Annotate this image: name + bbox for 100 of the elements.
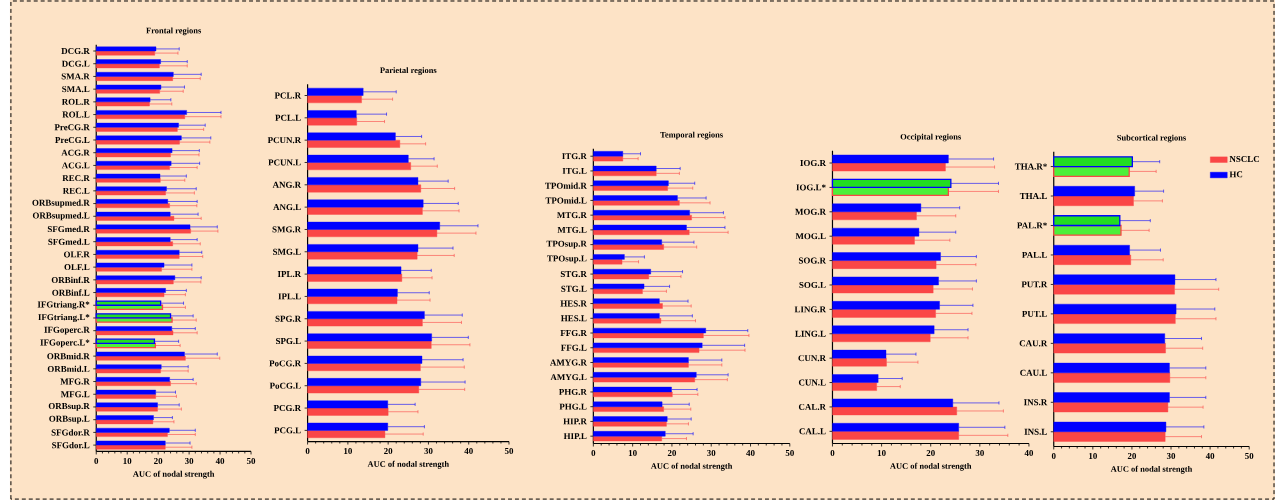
x-axis-title: AUC of nodal strength <box>367 460 449 469</box>
x-tick-label: 10 <box>123 457 132 464</box>
y-tick-label: SOG.L <box>799 281 826 288</box>
x-tick-label: 40 <box>746 449 755 457</box>
y-tick-label: AMYG.R <box>550 359 587 366</box>
x-tick-label: 10 <box>1089 452 1097 459</box>
y-tick-label: SPG.R <box>275 315 302 322</box>
y-tick-label: HES.L <box>560 315 587 322</box>
x-axis-title: AUC of nodal strength <box>889 462 972 471</box>
y-tick-label: SFGmed.L <box>48 238 90 245</box>
x-tick-label: 20 <box>1127 452 1137 459</box>
y-tick-label: SMA.L <box>62 86 90 93</box>
y-tick-label: REC.R <box>62 175 90 182</box>
y-tick-label: ROL.L <box>62 111 90 118</box>
y-tick-label: PoCG.R <box>269 360 302 367</box>
y-tick-label: OLF.R <box>63 251 90 258</box>
y-tick-label: ORBsup.L <box>49 415 90 424</box>
y-tick-label: PoCG.L <box>269 382 301 389</box>
x-tick-label: 40 <box>1205 452 1215 459</box>
x-tick-label: 0 <box>830 449 835 457</box>
y-tick-label: PCUN.L <box>268 159 301 166</box>
y-tick-label: ORBsupmed.R <box>32 199 90 208</box>
y-tick-label: MOG.L <box>795 233 826 240</box>
y-tick-label: IOG.L* <box>796 184 826 191</box>
y-tick-label: TPOsup.L <box>547 255 587 264</box>
y-tick-label: PCG.L <box>274 427 301 434</box>
y-tick-label: CAL.R <box>798 403 827 410</box>
y-tick-label: ORBmid.L <box>47 365 90 372</box>
y-tick-label: PreCG.R <box>54 124 90 131</box>
y-tick-label: PCUN.R <box>267 137 302 144</box>
x-tick-label: 40 <box>464 447 473 455</box>
y-tick-label: HIP.R <box>563 418 587 425</box>
y-tick-label: LING.R <box>794 306 827 313</box>
y-tick-label: ORBsupmed.L <box>32 212 90 221</box>
y-tick-label: ITG.L <box>562 167 587 174</box>
y-tick-label: CAU.L <box>1020 369 1047 376</box>
y-tick-label: SOG.R <box>798 257 827 264</box>
y-tick-label: PUT.R <box>1021 281 1048 288</box>
y-tick-label: ORBmid.R <box>47 352 90 360</box>
y-tick-label: FFG.L <box>560 344 587 351</box>
y-tick-label: MOG.R <box>795 208 827 215</box>
y-tick-label: CUN.R <box>798 355 827 362</box>
y-tick-label: INS.R <box>1023 399 1048 406</box>
y-tick-label: PAL.L <box>1022 251 1047 258</box>
y-tick-label: ORBsup.R <box>48 403 90 411</box>
x-tick-label: 50 <box>246 457 256 464</box>
y-tick-label: PAL.R* <box>1017 222 1047 229</box>
y-tick-label: STG.R <box>560 271 587 278</box>
y-tick-label: ANG.L <box>273 204 301 211</box>
y-tick-label: PCL.L <box>275 114 301 121</box>
y-tick-label: IPL.L <box>278 293 301 300</box>
x-tick-label: 30 <box>185 457 194 464</box>
x-axis-title: AUC of nodal strength <box>132 470 215 479</box>
x-tick-label: 10 <box>877 449 886 457</box>
x-tick-label: 20 <box>667 449 677 457</box>
chart-title: Subcortical regions <box>1117 134 1186 143</box>
chart-title: Frontal regions <box>146 27 202 36</box>
y-tick-label: REC.L <box>62 187 90 194</box>
y-tick-label: TPOmid.R <box>545 182 587 189</box>
x-tick-label: 20 <box>154 457 163 464</box>
y-tick-label: PCL.R <box>274 92 302 99</box>
x-tick-label: 50 <box>504 447 514 455</box>
y-tick-label: AMYG.L <box>550 374 587 381</box>
y-tick-label: SFGdor.R <box>51 429 90 436</box>
y-tick-label: ITG.R <box>562 153 587 160</box>
y-tick-label: IOG.R <box>800 159 827 166</box>
y-tick-label: IFGtriang.R* <box>37 301 90 310</box>
x-tick-label: 50 <box>785 449 794 457</box>
y-tick-label: PUT.L <box>1022 310 1047 317</box>
y-tick-label: INS.L <box>1024 428 1047 435</box>
y-tick-label: ROL.R <box>61 98 90 105</box>
y-tick-label: CAL.L <box>799 428 826 435</box>
x-tick-label: 30 <box>975 449 984 457</box>
x-tick-label: 20 <box>926 449 935 457</box>
y-tick-label: TPOmid.L <box>545 197 587 204</box>
y-tick-label: OLF.L <box>64 264 90 271</box>
y-tick-label: STG.L <box>561 285 587 292</box>
y-tick-label: IFGtriang.L* <box>38 313 90 323</box>
y-tick-label: DCG.L <box>61 60 90 67</box>
x-tick-label: 10 <box>628 449 637 457</box>
x-tick-label: 30 <box>707 449 716 457</box>
y-tick-label: ORBinf.L <box>52 289 90 296</box>
x-tick-label: 40 <box>1024 449 1034 457</box>
y-tick-label: PHG.L <box>559 403 587 410</box>
chart-title: Parietal regions <box>380 67 437 75</box>
y-tick-label: ORBinf.R <box>51 276 90 284</box>
y-tick-label: IFGoperc.L* <box>40 339 90 348</box>
x-axis-title: AUC of nodal strength <box>1110 465 1193 474</box>
y-tick-label: IPL.R <box>277 271 302 278</box>
x-tick-label: 20 <box>384 447 393 455</box>
y-tick-label: ACG.L <box>61 162 90 169</box>
x-tick-label: 30 <box>1166 452 1176 459</box>
x-tick-label: 0 <box>305 447 310 455</box>
y-tick-label: SMG.R <box>272 226 302 233</box>
y-tick-label: SFGmed.R <box>47 225 90 233</box>
y-tick-label: FFG.R <box>560 329 587 336</box>
y-tick-label: PreCG.L <box>55 136 90 143</box>
y-tick-label: HIP.L <box>563 433 587 440</box>
y-tick-label: MFG.L <box>60 391 90 398</box>
y-tick-label: HES.R <box>560 300 587 307</box>
